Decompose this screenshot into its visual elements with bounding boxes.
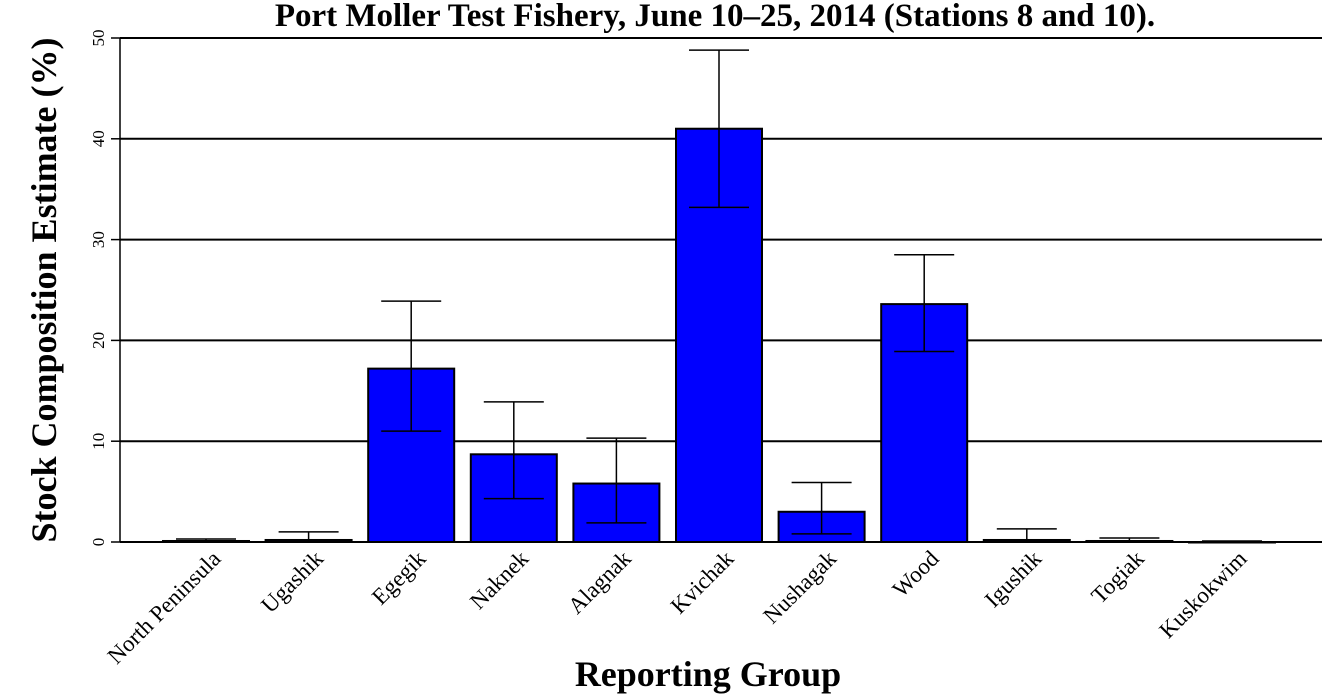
y-tick-label-40: 40 (89, 130, 108, 147)
x-tick-label-nushagak: Nushagak (758, 546, 841, 629)
x-tick-labels: North Peninsula Ugashik Egegik Naknek Alagna… (103, 546, 1252, 669)
x-tick-label-kvichak: Kvichak (666, 546, 739, 619)
error-bars (176, 49, 1262, 543)
x-tick-label-naknek: Naknek (465, 546, 534, 615)
x-tick-label-togiak: Togiak (1086, 546, 1149, 609)
x-tick-label-north-peninsula: North Peninsula (103, 546, 226, 669)
chart-title: Port Moller Test Fishery, June 10–25, 20… (275, 0, 1155, 34)
x-tick-label-alagnak: Alagnak (563, 546, 636, 619)
y-tick-label-30: 30 (89, 231, 108, 248)
x-axis-title: Reporting Group (575, 654, 841, 694)
x-tick-label-kuskokwim: Kuskokwim (1154, 546, 1251, 643)
y-tick-label-50: 50 (89, 30, 108, 47)
y-tick-label-0: 0 (89, 538, 108, 547)
y-tick-label-10: 10 (89, 433, 108, 450)
x-tick-label-igushik: Igushik (980, 546, 1047, 613)
y-axis-title: Stock Composition Estimate (%) (24, 38, 64, 543)
x-tick-label-ugashik: Ugashik (256, 546, 328, 618)
x-tick-label-egegik: Egegik (367, 546, 431, 610)
y-tick-label-20: 20 (89, 332, 108, 349)
x-tick-label-wood: Wood (888, 546, 944, 602)
y-axis: 0 10 20 30 40 50 (89, 30, 121, 547)
